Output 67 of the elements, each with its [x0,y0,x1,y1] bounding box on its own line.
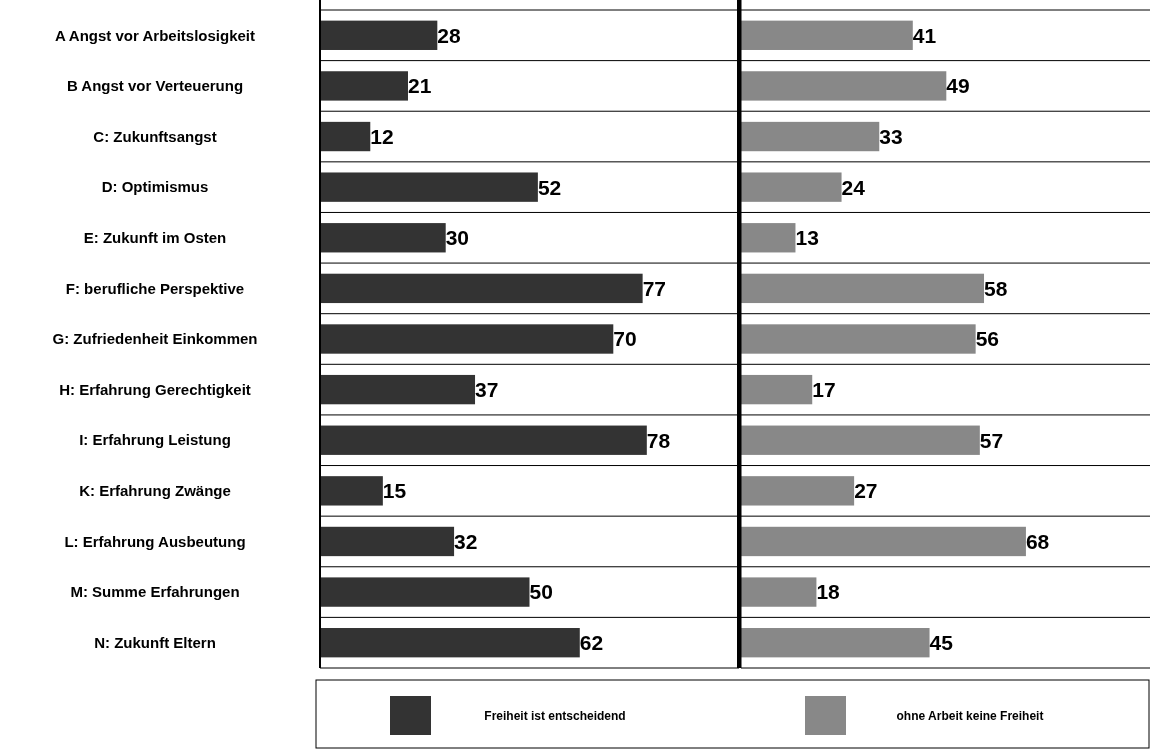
data-label: 52 [537,175,562,199]
bar [320,223,446,253]
bar [320,628,580,658]
y-tick-label: N: Zukunft Eltern [94,633,216,651]
data-label: 41 [912,23,937,47]
bar [320,425,647,455]
data-label: 58 [984,276,1008,300]
data-label: 17 [812,377,836,401]
bar [741,628,930,658]
data-label: 77 [642,276,666,300]
y-tick-label: A Angst vor Arbeitslosigkeit [54,26,256,44]
y-tick-label: C: Zukunftsangst [93,127,217,145]
y-tick-label: E: Zukunft im Osten [83,229,227,247]
bar [741,324,976,354]
data-label: 21 [407,74,432,98]
bar [320,577,530,607]
data-label: 33 [879,124,903,148]
bar [741,71,947,101]
bar [741,577,817,607]
data-label: 45 [929,631,954,655]
y-tick-label: H: Erfahrung Gerechtigkeit [59,380,251,398]
data-label: 56 [975,327,999,351]
y-tick-label: M: Summe Erfahrungen [70,583,240,601]
data-label: 13 [795,226,819,250]
bar [320,121,371,152]
text: Freiheit ist entscheidend [484,709,626,724]
bar [741,476,855,506]
data-label: 57 [979,428,1004,452]
data-label: 24 [841,175,866,199]
y-tick-label: G: Zufriedenheit Einkommen [52,330,258,348]
data-label: 12 [370,124,394,148]
data-label: 30 [445,226,470,250]
data-label: 78 [646,428,671,452]
y-tick-label: K: Erfahrung Zwänge [79,482,231,500]
data-label: 68 [1025,529,1050,553]
bar [320,324,614,354]
bar [320,526,455,557]
bar [320,374,476,405]
y-tick-label: I: Erfahrung Leistung [79,431,231,449]
data-label: 15 [382,479,407,503]
data-label: 49 [946,74,970,98]
bar [320,476,383,506]
data-label: 28 [437,23,461,47]
bar [741,223,796,253]
bar [741,20,913,50]
y-tick-label: D: Optimismus [101,178,209,196]
bar [741,526,1026,557]
bar [741,172,842,202]
y-tick-label: F: berufliche Perspektive [65,279,245,297]
bar [320,273,643,304]
bar [320,172,538,202]
data-label: 18 [816,580,841,604]
data-label: 70 [613,327,637,351]
data-label: 32 [454,529,478,553]
bar [741,374,813,405]
data-label: 50 [529,580,553,604]
data-label: 37 [475,377,499,401]
y-tick-label: B Angst vor Verteuerung [66,77,244,95]
bar [741,121,880,152]
bar [320,71,408,101]
bar [741,273,985,304]
y-tick-label: L: Erfahrung Ausbeutung [64,532,246,550]
bar [741,425,980,455]
data-label: 62 [579,631,604,655]
data-label: 27 [854,479,878,503]
text: ohne Arbeit keine Freiheit [896,709,1044,724]
bar [320,20,438,50]
